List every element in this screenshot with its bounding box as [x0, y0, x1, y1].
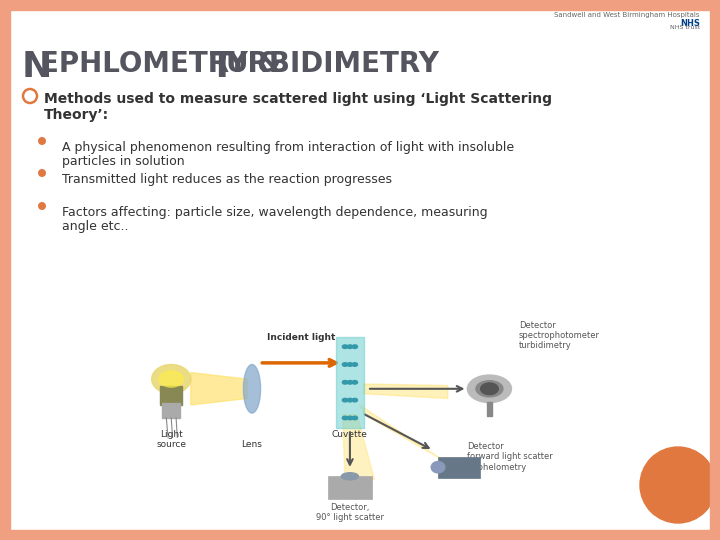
Bar	[0, 0, 720, 10]
Bar	[163, 403, 180, 418]
Circle shape	[342, 381, 348, 384]
Text: Incident light: Incident light	[267, 333, 335, 342]
Circle shape	[347, 345, 353, 348]
Circle shape	[347, 381, 353, 384]
Polygon shape	[360, 405, 443, 460]
Circle shape	[352, 399, 358, 402]
Circle shape	[38, 202, 46, 210]
Ellipse shape	[243, 364, 261, 413]
Text: Detector,
90° light scatter: Detector, 90° light scatter	[316, 503, 384, 522]
Circle shape	[347, 399, 353, 402]
Text: Lens: Lens	[242, 440, 262, 449]
Circle shape	[352, 363, 358, 366]
Bar	[0, 530, 720, 540]
Text: N: N	[22, 50, 53, 84]
Ellipse shape	[159, 371, 184, 387]
Circle shape	[640, 447, 716, 523]
Ellipse shape	[431, 462, 445, 473]
Circle shape	[342, 363, 348, 366]
Circle shape	[342, 416, 348, 420]
Polygon shape	[343, 415, 374, 480]
Text: Light
source: Light source	[156, 430, 186, 449]
Text: NHS trust: NHS trust	[670, 25, 700, 30]
Bar	[336, 337, 364, 428]
Text: Cuvette: Cuvette	[332, 430, 368, 440]
Text: Detector
spectrophotometer
turbidimetry: Detector spectrophotometer turbidimetry	[519, 321, 600, 350]
Ellipse shape	[341, 472, 359, 480]
Text: Theory’:: Theory’:	[44, 108, 109, 122]
Circle shape	[352, 381, 358, 384]
Circle shape	[347, 416, 353, 420]
Bar	[0, 0, 10, 540]
Text: Factors affecting: particle size, wavelength dependence, measuring: Factors affecting: particle size, wavele…	[62, 206, 487, 219]
Circle shape	[38, 169, 46, 177]
Circle shape	[481, 383, 498, 395]
Text: A physical phenomenon resulting from interaction of light with insoluble: A physical phenomenon resulting from int…	[62, 141, 514, 154]
Polygon shape	[191, 373, 247, 405]
Polygon shape	[364, 384, 448, 399]
Text: T: T	[210, 50, 235, 84]
Circle shape	[38, 137, 46, 145]
Text: Sandwell and West Birmingham Hospitals: Sandwell and West Birmingham Hospitals	[554, 12, 700, 18]
Text: Methods used to measure scattered light using ‘Light Scattering: Methods used to measure scattered light …	[44, 92, 552, 106]
Text: URBIDIMETRY: URBIDIMETRY	[226, 50, 440, 78]
Ellipse shape	[467, 375, 511, 403]
Text: NHS: NHS	[680, 19, 700, 28]
Text: EPHLOMETRY &: EPHLOMETRY &	[40, 50, 282, 78]
Bar	[487, 402, 492, 416]
Bar	[328, 476, 372, 499]
Text: particles in solution: particles in solution	[62, 155, 184, 168]
Text: angle etc..: angle etc..	[62, 220, 128, 233]
Text: Detector
forward light scatter
nephelometry: Detector forward light scatter nephelome…	[467, 442, 553, 472]
Circle shape	[352, 416, 358, 420]
Ellipse shape	[476, 381, 503, 397]
Circle shape	[342, 345, 348, 348]
Text: Transmitted light reduces as the reaction progresses: Transmitted light reduces as the reactio…	[62, 173, 392, 186]
Bar	[438, 457, 480, 478]
Circle shape	[342, 399, 348, 402]
Circle shape	[347, 363, 353, 366]
Bar	[161, 386, 182, 405]
Bar	[710, 0, 720, 540]
Circle shape	[352, 345, 358, 348]
Ellipse shape	[152, 364, 191, 394]
